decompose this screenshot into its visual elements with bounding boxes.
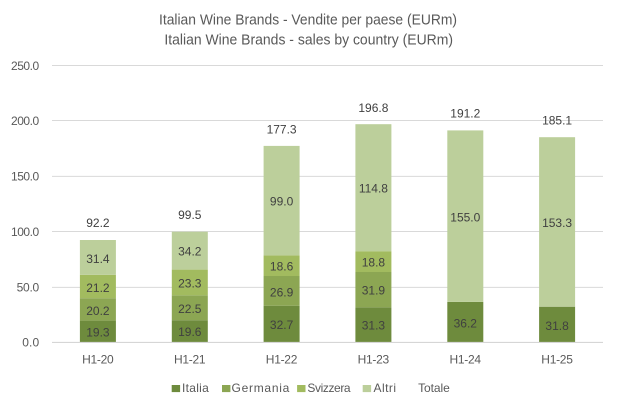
svg-text:92.2: 92.2: [86, 216, 110, 230]
svg-text:191.2: 191.2: [450, 106, 480, 120]
svg-text:Svizzera: Svizzera: [307, 381, 351, 395]
svg-text:196.8: 196.8: [358, 101, 388, 115]
svg-text:20.2: 20.2: [86, 304, 110, 318]
svg-text:150.0: 150.0: [11, 170, 40, 184]
svg-text:99.0: 99.0: [270, 195, 294, 209]
svg-text:22.5: 22.5: [178, 302, 202, 316]
svg-text:185.1: 185.1: [542, 113, 572, 127]
svg-text:19.6: 19.6: [178, 325, 202, 339]
svg-text:153.3: 153.3: [542, 216, 572, 230]
svg-text:36.2: 36.2: [454, 316, 478, 330]
svg-text:177.3: 177.3: [267, 122, 297, 136]
svg-text:0.0: 0.0: [22, 336, 39, 350]
svg-text:18.6: 18.6: [270, 260, 294, 274]
svg-text:Italian Wine Brands - sales by: Italian Wine Brands - sales by country (…: [164, 32, 453, 49]
svg-text:H1-24: H1-24: [450, 353, 482, 367]
svg-text:23.3: 23.3: [178, 276, 202, 290]
svg-text:H1-22: H1-22: [266, 353, 298, 367]
svg-text:H1-25: H1-25: [541, 353, 573, 367]
svg-text:50.0: 50.0: [17, 280, 40, 294]
svg-text:26.9: 26.9: [270, 285, 294, 299]
svg-text:Italian Wine Brands - Vendite: Italian Wine Brands - Vendite per paese …: [159, 12, 457, 29]
svg-text:31.3: 31.3: [362, 319, 386, 333]
svg-text:21.2: 21.2: [86, 281, 110, 295]
svg-text:Totale: Totale: [418, 381, 450, 395]
svg-text:31.9: 31.9: [362, 284, 386, 298]
svg-text:100.0: 100.0: [11, 225, 40, 239]
svg-text:31.8: 31.8: [545, 319, 569, 333]
svg-text:18.8: 18.8: [362, 256, 386, 270]
svg-text:19.3: 19.3: [86, 326, 110, 340]
svg-text:Altri: Altri: [374, 381, 397, 395]
svg-text:Germania: Germania: [232, 381, 290, 395]
svg-text:32.7: 32.7: [270, 318, 294, 332]
svg-text:250.0: 250.0: [11, 59, 40, 73]
svg-text:H1-23: H1-23: [358, 353, 390, 367]
svg-text:155.0: 155.0: [450, 211, 480, 225]
svg-text:H1-21: H1-21: [174, 353, 206, 367]
svg-text:H1-20: H1-20: [82, 353, 114, 367]
svg-text:200.0: 200.0: [11, 114, 40, 128]
svg-text:34.2: 34.2: [178, 245, 202, 259]
svg-text:31.4: 31.4: [86, 252, 110, 266]
svg-text:99.5: 99.5: [178, 208, 202, 222]
svg-text:114.8: 114.8: [359, 181, 388, 195]
svg-text:Italia: Italia: [182, 381, 209, 395]
